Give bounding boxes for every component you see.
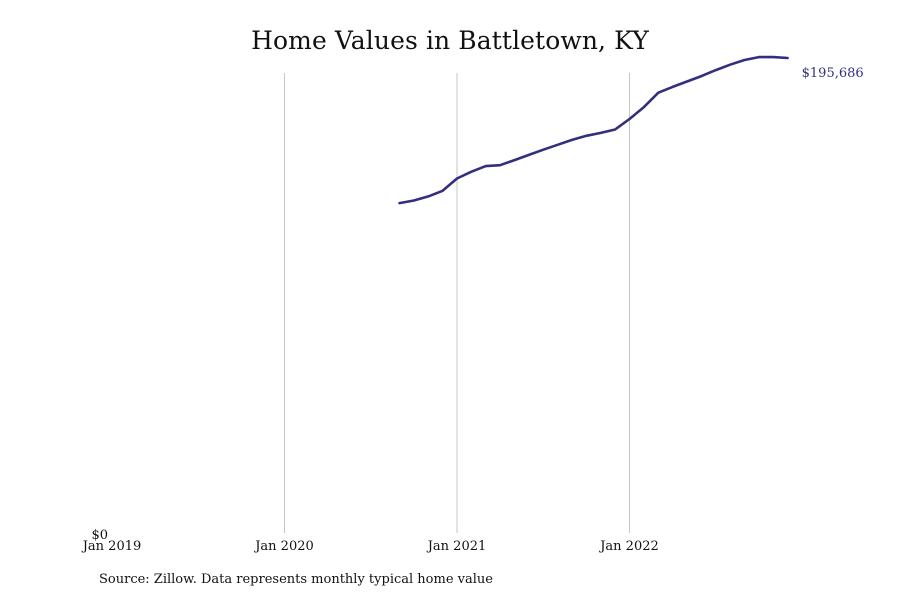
source-note: Source: Zillow. Data represents monthly …: [99, 572, 493, 587]
end-value-label: $195,686: [802, 66, 864, 81]
x-tick-label: Jan 2022: [598, 539, 659, 554]
y-axis-ticks: $0: [91, 528, 108, 543]
x-tick-label: Jan 2019: [81, 539, 142, 554]
x-axis-ticks: Jan 2019 Jan 2020 Jan 2021 Jan 2022: [81, 539, 659, 554]
data-labels: $195,686: [802, 66, 864, 81]
gridlines: [284, 73, 630, 533]
y-tick-label: $0: [91, 528, 108, 543]
x-tick-label: Jan 2021: [426, 539, 487, 554]
chart-title: Home Values in Battletown, KY: [251, 26, 649, 55]
series: [398, 55, 789, 205]
x-tick-label: Jan 2020: [253, 539, 314, 554]
series-line: [398, 55, 789, 205]
